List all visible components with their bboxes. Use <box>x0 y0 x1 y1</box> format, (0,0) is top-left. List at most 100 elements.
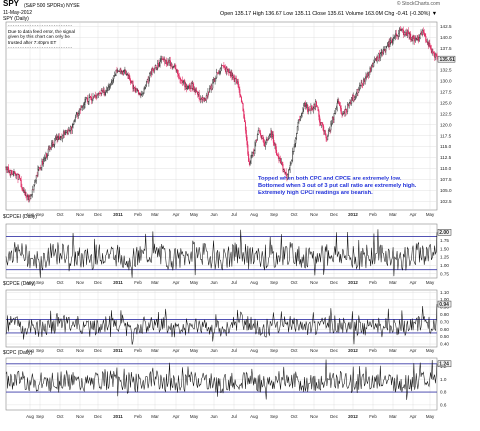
price-candle <box>41 161 43 168</box>
price-candle <box>342 113 344 115</box>
price-candle <box>426 41 428 43</box>
price-candle <box>299 119 301 121</box>
price-candle <box>178 75 180 79</box>
price-candle <box>406 30 408 36</box>
price-candle <box>7 166 9 170</box>
x-tick-label: Oct <box>57 280 65 285</box>
price-candle <box>357 89 359 93</box>
x-tick-label: Mar <box>151 348 159 353</box>
price-candle <box>246 137 248 145</box>
price-candle <box>381 52 383 53</box>
price-candle <box>197 91 199 95</box>
price-candle <box>372 63 374 67</box>
price-candle <box>319 122 321 126</box>
price-candle <box>304 103 306 107</box>
price-candle <box>270 130 272 135</box>
x-tick-label: Jun <box>210 280 218 285</box>
x-tick-label: Nov <box>310 280 319 285</box>
x-tick-label: Feb <box>369 348 377 353</box>
x-tick-label: Dec <box>330 414 339 419</box>
price-candle <box>272 134 274 143</box>
price-candle <box>52 142 54 147</box>
price-candle <box>43 158 45 160</box>
price-candle <box>119 69 121 73</box>
x-tick-label: 2012 <box>348 348 358 353</box>
price-candle <box>394 36 396 38</box>
ticker-symbol: SPY <box>3 0 20 8</box>
price-candle <box>168 60 170 63</box>
price-candle <box>386 45 388 47</box>
x-tick-label: Sep <box>270 212 278 217</box>
price-candle <box>106 90 108 92</box>
x-tick-label: Mar <box>389 280 397 285</box>
copyright-label: © StockCharts.com <box>396 1 440 7</box>
price-candle <box>387 42 389 45</box>
price-candle <box>50 143 52 148</box>
price-candle <box>373 60 375 64</box>
indicator-tick-label: 1.50 <box>440 246 449 251</box>
price-candle <box>374 59 376 61</box>
price-candle <box>411 39 413 42</box>
price-candle <box>346 109 348 112</box>
price-candle <box>224 67 226 72</box>
x-tick-label: Aug <box>26 348 34 353</box>
price-candle <box>110 83 112 86</box>
price-candle <box>72 124 74 128</box>
price-candle <box>111 80 113 83</box>
price-candle <box>114 75 116 77</box>
x-tick-label: Feb <box>134 348 142 353</box>
price-candle <box>399 28 401 31</box>
price-candle <box>78 108 80 114</box>
price-candle <box>47 155 49 158</box>
price-tick-label: 142.5 <box>440 24 452 29</box>
price-candle <box>201 97 203 100</box>
price-candle <box>223 65 225 67</box>
price-candle <box>58 136 60 138</box>
price-candle <box>264 142 266 147</box>
x-tick-label: Jul <box>231 348 237 353</box>
price-tick-label: 125.0 <box>440 100 452 105</box>
price-candle <box>134 87 136 92</box>
x-tick-label: 2011 <box>113 414 123 419</box>
price-candle <box>362 83 364 86</box>
price-candle <box>103 89 105 96</box>
price-candle <box>259 130 261 134</box>
price-candle <box>349 102 351 104</box>
indicator-series-line <box>5 359 438 400</box>
price-candle <box>378 53 380 61</box>
price-candle <box>84 99 86 105</box>
indicator-tick-label: 1.00 <box>440 297 449 302</box>
price-candle <box>77 112 79 116</box>
price-candle <box>338 100 340 104</box>
price-candle <box>394 33 396 37</box>
price-candle <box>79 108 81 111</box>
price-candle <box>435 53 437 55</box>
price-candle <box>417 36 419 40</box>
price-candle <box>298 119 300 123</box>
price-tick-label: 105.0 <box>440 188 452 193</box>
x-tick-label: Oct <box>291 212 299 217</box>
price-candle <box>343 111 345 114</box>
indicator-last-value: 0.94 <box>439 302 449 308</box>
price-candle <box>434 52 436 58</box>
price-candle <box>96 93 98 98</box>
price-candle <box>413 36 415 39</box>
indicator-tick-label: 0.80 <box>440 312 449 317</box>
x-tick-label: Dec <box>330 212 339 217</box>
price-candle <box>355 93 357 97</box>
price-candle <box>90 97 92 101</box>
price-candle <box>248 161 250 165</box>
price-candle <box>20 179 22 188</box>
x-tick-label: May <box>190 212 199 217</box>
price-candle <box>268 138 270 141</box>
price-candle <box>89 96 91 98</box>
price-candle <box>192 83 194 89</box>
indicator-panel-frame <box>5 289 438 348</box>
price-candle <box>166 63 168 65</box>
price-candle <box>177 73 179 76</box>
price-candle <box>98 93 100 95</box>
price-candle <box>284 169 286 173</box>
price-candle <box>257 130 259 135</box>
indicator-panel-frame <box>5 357 438 411</box>
price-candle <box>355 96 357 98</box>
